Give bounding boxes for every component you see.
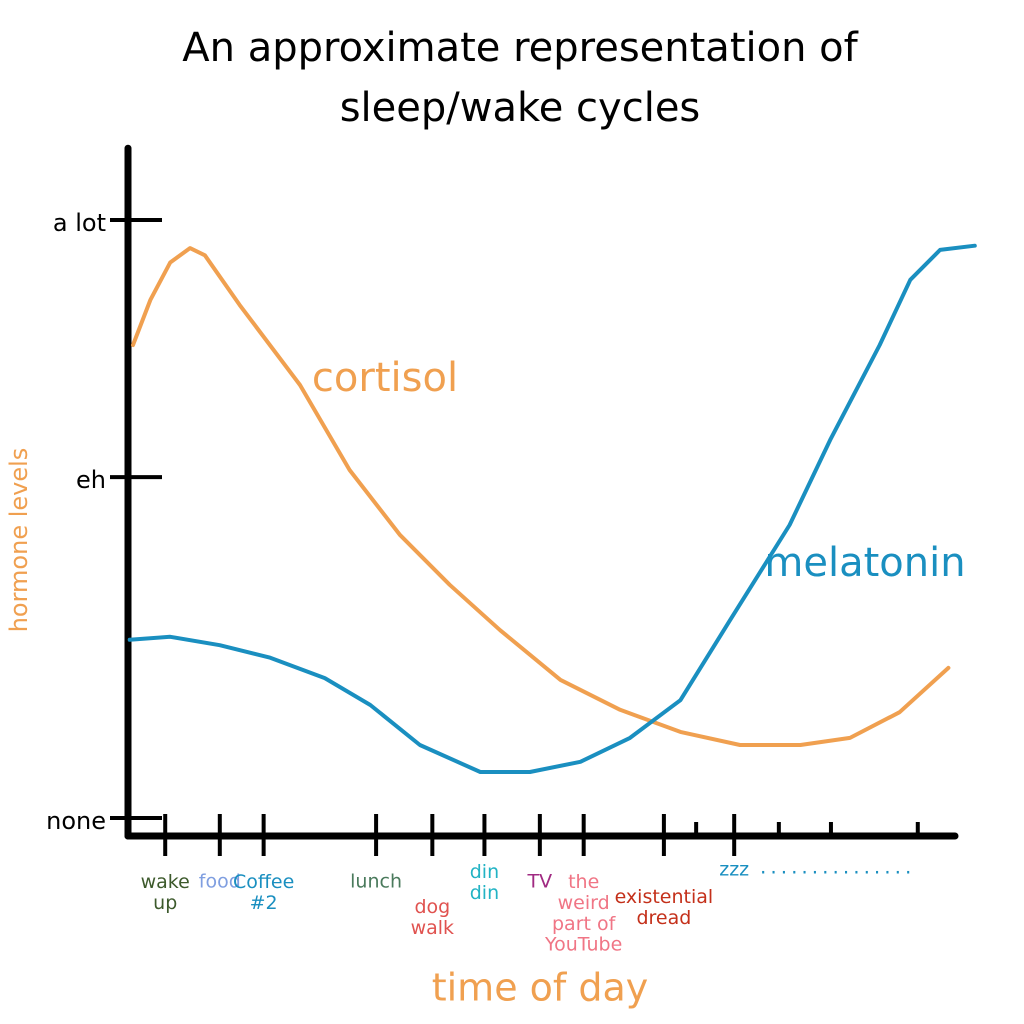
x-tick-label: the weird part of YouTube [544,871,622,956]
x-tick-label: wake up [141,871,190,914]
y-axis-title: hormone levels [5,448,33,633]
x-tick-label: dog walk [411,896,454,939]
x-tick-label: lunch [350,871,402,893]
x-tick-label: existential dread [615,886,714,929]
y-tick-label: a lot [53,209,106,237]
x-tick-label: zzz [719,859,749,881]
x-annotation: ............... [760,855,915,879]
series-label: melatonin [764,540,965,586]
y-tick-label: none [46,807,106,835]
x-axis-title: time of day [432,966,649,1010]
chart-title: An approximate representation of sleep/wa… [182,25,858,131]
x-tick-label: TV [527,871,553,893]
series-line [127,243,977,774]
series-line [131,246,951,747]
x-tick-label: din din [470,861,499,904]
x-tick-label: food [199,871,241,893]
y-tick-label: eh [76,466,106,494]
series-label: cortisol [312,355,458,401]
x-tick-label: Coffee #2 [233,871,294,914]
